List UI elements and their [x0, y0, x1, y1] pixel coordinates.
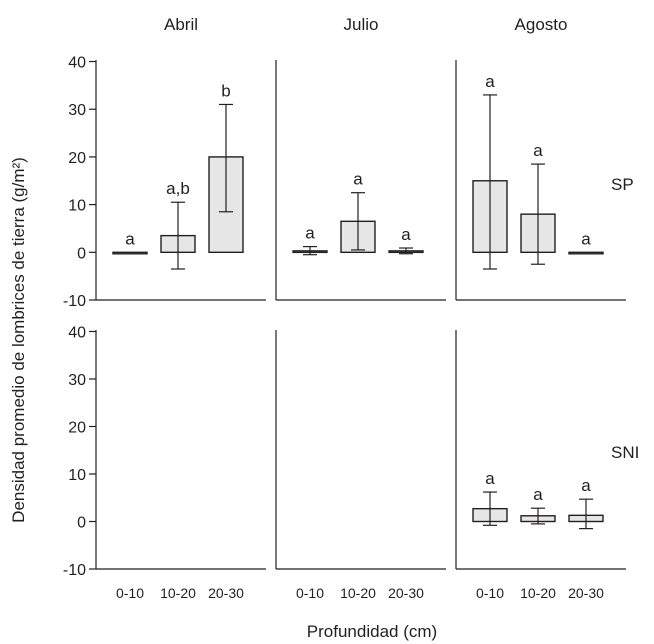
- significance-label: a,b: [166, 179, 190, 198]
- y-tick-label: 10: [68, 467, 86, 484]
- significance-label: a: [485, 72, 495, 91]
- x-tick-label: 10-20: [520, 585, 556, 601]
- significance-label: b: [221, 81, 230, 100]
- significance-label: a: [581, 229, 591, 248]
- y-tick-label: 20: [68, 150, 86, 167]
- x-tick-label: 20-30: [208, 585, 244, 601]
- significance-label: a: [581, 476, 591, 495]
- x-tick-label: 10-20: [340, 585, 376, 601]
- y-tick-label: -10: [63, 562, 86, 579]
- panels: -10 0 10 20 30 40 -10 0 10 20 30 40 0-10 10-20 20-30 0-…: [63, 55, 626, 601]
- significance-label: a: [305, 224, 315, 243]
- y-tick-label: 10: [68, 198, 86, 215]
- y-tick-label: 0: [77, 245, 86, 262]
- x-tick-label: 0-10: [116, 585, 144, 601]
- significance-label: a: [125, 229, 135, 248]
- column-title-abril: Abril: [164, 15, 198, 34]
- x-tick-label: 0-10: [296, 585, 324, 601]
- significance-label: a: [533, 485, 543, 504]
- y-tick-label: 20: [68, 420, 86, 437]
- y-tick-label: 30: [68, 102, 86, 119]
- x-tick-label: 10-20: [160, 585, 196, 601]
- significance-label: a: [533, 141, 543, 160]
- y-tick-label: 40: [68, 55, 86, 72]
- y-tick-label: 0: [77, 515, 86, 532]
- x-tick-label: 20-30: [568, 585, 604, 601]
- x-tick-label: 0-10: [476, 585, 504, 601]
- bar: [569, 252, 603, 254]
- significance-label: a: [401, 225, 411, 244]
- x-tick-label: 20-30: [388, 585, 424, 601]
- column-title-agosto: Agosto: [515, 15, 568, 34]
- y-tick-label: -10: [63, 293, 86, 310]
- y-tick-label: 40: [68, 325, 86, 342]
- bar: [113, 252, 147, 254]
- y-axis-label: Densidad promedio de lombrices de tierra…: [9, 157, 28, 523]
- significance-label: a: [353, 170, 363, 189]
- row-label-sni: SNI: [611, 443, 639, 462]
- row-label-sp: SP: [611, 175, 634, 194]
- x-axis-label: Profundidad (cm): [307, 622, 437, 641]
- significance-label: a: [485, 469, 495, 488]
- y-tick-label: 30: [68, 372, 86, 389]
- column-title-julio: Julio: [344, 15, 379, 34]
